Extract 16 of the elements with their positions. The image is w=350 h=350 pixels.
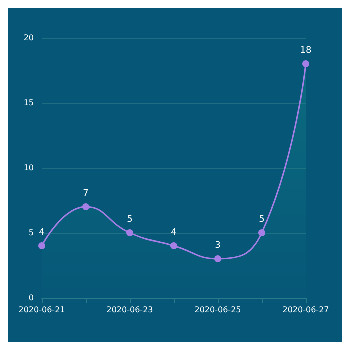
y-tick-label: 10	[24, 164, 34, 172]
y-tick-label: 5	[28, 228, 34, 238]
data-label: 4	[171, 228, 178, 238]
x-tick-label: 2020-06-27	[282, 306, 330, 314]
data-label: 5	[259, 215, 265, 225]
y-tick-label: 20	[24, 34, 34, 42]
x-tick-label: 2020-06-21	[18, 306, 66, 314]
x-tick-label: 2020-06-25	[194, 306, 242, 314]
data-label: 7	[83, 189, 89, 199]
data-label: 5	[127, 215, 133, 225]
data-label: 18	[300, 46, 312, 56]
x-tick-label: 2020-06-23	[106, 306, 154, 314]
y-tick-label: 15	[24, 98, 34, 108]
data-label: 3	[215, 241, 221, 251]
y-tick-label: 0	[28, 294, 34, 302]
data-label: 4	[39, 228, 46, 238]
